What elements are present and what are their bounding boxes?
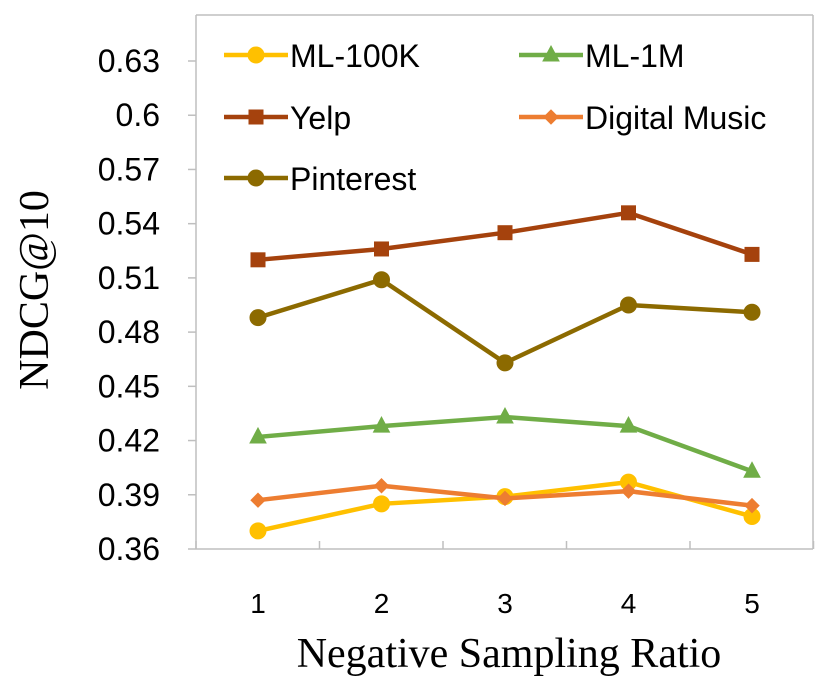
legend-marker [247,169,265,187]
legend-item-ml-100k: ML-100K [224,38,420,74]
y-tick-label: 0.54 [98,206,160,242]
legend-label: Yelp [290,100,351,136]
data-point-digital-music [620,483,637,499]
series-pinterest [249,271,761,372]
legend-marker [247,46,265,64]
data-point-digital-music [373,478,390,494]
legend-marker [248,109,264,125]
data-point-yelp [621,205,636,221]
legend-item-yelp: Yelp [224,100,351,136]
data-point-ml-1m [372,416,391,433]
data-point-ml-1m [743,461,761,478]
legend-item-pinterest: Pinterest [224,161,416,197]
data-point-digital-music [250,492,266,508]
series-yelp [250,205,760,268]
y-axis-title: NDCG@10 [12,190,58,390]
legend: ML-100K ML-1M Yelp Digital Music Pinterest [224,38,766,197]
x-tick-label: 5 [744,588,760,619]
legend-item-ml-1m: ML-1M [519,38,685,74]
data-point-ml-1m [496,406,514,424]
x-axis-title: Negative Sampling Ratio [297,631,722,677]
legend-label: ML-1M [585,38,685,74]
legend-label: ML-100K [290,38,420,74]
data-point-ml-100k [249,522,267,540]
data-point-digital-music [497,490,513,507]
data-point-pinterest [249,309,267,327]
series-line-pinterest [257,277,753,366]
data-point-pinterest [743,303,761,321]
y-tick-label: 0.51 [98,260,160,296]
series-ml-1m [249,406,761,478]
series-layer [249,205,761,540]
series-ml-100k [249,473,761,540]
data-point-pinterest [496,354,514,372]
data-point-pinterest [373,271,390,289]
x-tick-label: 3 [497,588,513,619]
data-point-ml-1m [619,416,638,433]
y-tick-label: 0.45 [98,368,160,404]
y-ticks: 0.36 0.39 0.42 0.45 0.48 0.51 0.54 0.57 0.6 0.63 [98,43,196,567]
y-tick-label: 0.36 [98,531,160,567]
y-tick-label: 0.39 [98,477,160,513]
y-tick-label: 0.42 [98,423,160,459]
y-tick-label: 0.6 [116,97,160,133]
legend-label: Digital Music [585,100,766,136]
legend-marker [543,109,559,125]
data-point-yelp [744,246,760,262]
plot-frame [195,14,814,550]
y-tick-label: 0.63 [98,43,160,79]
x-tick-label: 1 [250,588,266,619]
series-line-ml-1m [257,414,753,474]
data-point-digital-music [744,497,760,514]
y-tick-label: 0.57 [98,151,160,187]
series-digital-music [250,478,760,514]
data-point-yelp [374,241,389,257]
data-point-yelp [497,225,513,241]
data-point-ml-100k [373,495,390,513]
legend-label: Pinterest [290,161,416,197]
legend-item-digital-music: Digital Music [519,100,766,136]
x-ticks: 1 2 3 4 5 [195,541,815,619]
data-point-pinterest [620,296,637,314]
x-tick-label: 4 [621,588,637,619]
data-point-ml-1m [249,426,267,444]
x-tick-label: 2 [374,588,390,619]
y-tick-label: 0.48 [98,314,160,350]
legend-marker [542,44,560,62]
data-point-yelp [250,252,266,268]
